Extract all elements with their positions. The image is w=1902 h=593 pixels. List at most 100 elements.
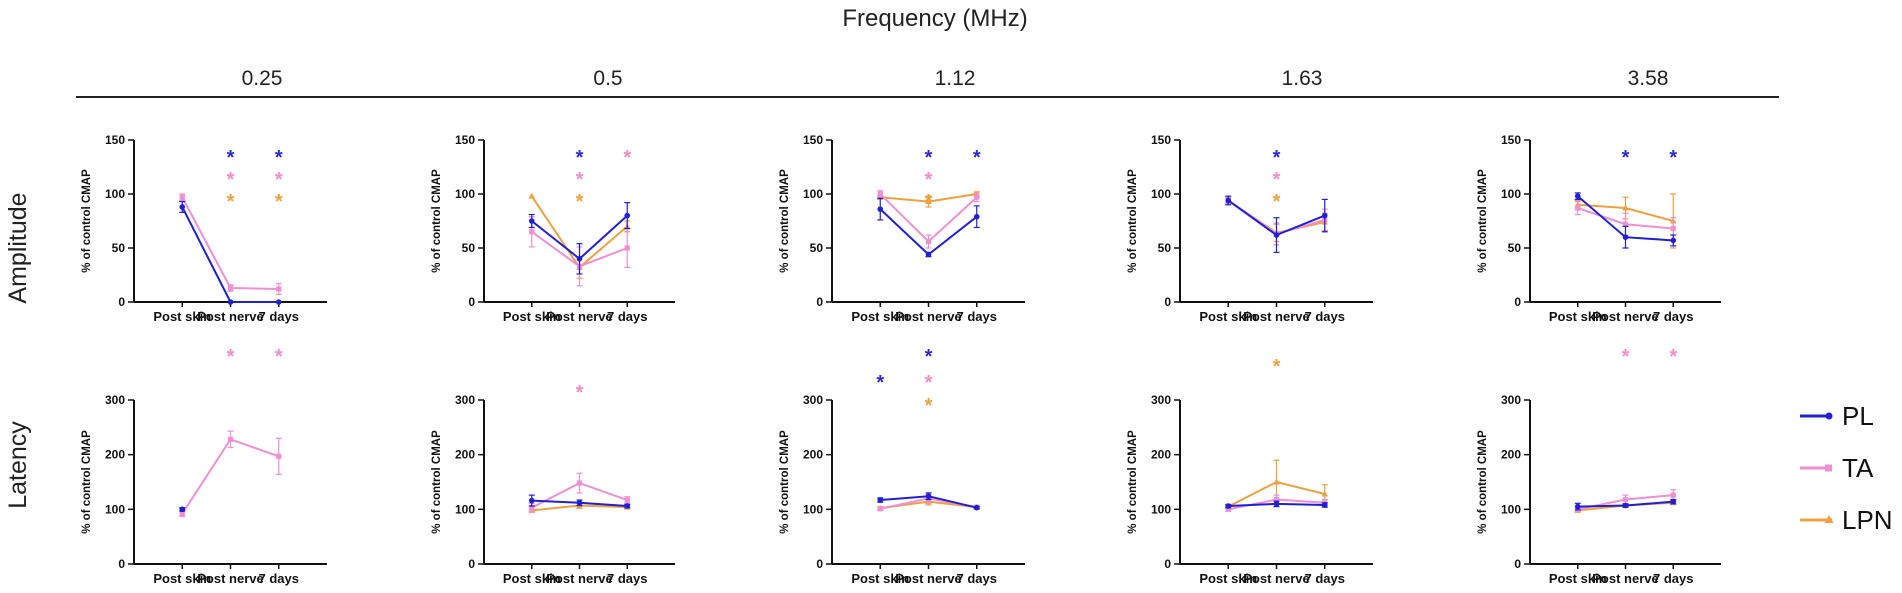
y-tick-label: 150 [803,133,823,147]
y-tick-label: 100 [455,187,475,201]
data-point-pl [1273,501,1280,507]
x-tick-label: 7 days [1305,571,1345,586]
x-tick-label: Post skin [153,309,211,324]
frequency-label: 1.63 [1282,67,1323,90]
y-tick-label: 100 [1501,187,1521,201]
data-point-pl [528,497,535,504]
y-tick-label: 200 [1151,448,1171,462]
data-point-pl [1622,502,1629,509]
x-tick-label: 7 days [1653,309,1693,324]
y-tick-label: 100 [105,187,125,201]
significance-star-lpn: * [576,191,584,213]
y-tick-label: 50 [1158,241,1172,255]
y-tick-label: 0 [816,557,823,571]
figure-title: Frequency (MHz) [842,5,1027,32]
y-axis-label: % of control CMAP [779,169,791,273]
x-tick-label: 7 days [259,571,299,586]
frequency-label: 1.12 [935,67,976,90]
data-point-pl [528,218,535,224]
data-point-pl [1321,502,1328,508]
y-tick-label: 100 [105,502,125,516]
data-point-pl [275,299,282,305]
data-point-ta [276,286,282,292]
y-tick-label: 0 [468,295,475,309]
x-tick-label: Post skin [851,571,909,586]
y-axis-label: % of control CMAP [779,430,791,534]
significance-star-ta: * [1622,346,1630,368]
data-point-pl [1273,232,1280,238]
x-tick-label: Post nerve [197,571,263,586]
y-tick-label: 200 [455,448,475,462]
significance-star-pl: * [576,147,584,169]
data-point-pl [925,251,932,258]
y-tick-label: 100 [455,502,475,516]
legend-item-pl: PL [1800,401,1874,431]
data-point-ta [1575,205,1581,211]
legend-item-ta: TA [1800,453,1874,483]
legend-label-lpn: LPN [1842,505,1893,535]
x-tick-label: Post nerve [895,571,961,586]
significance-star-pl: * [973,147,981,169]
y-axis-label: % of control CMAP [81,430,93,534]
significance-star-pl: * [1622,147,1630,169]
data-point-ta [974,194,980,200]
x-tick-label: Post skin [503,309,561,324]
data-point-pl [1670,498,1677,505]
x-tick-label: 7 days [957,309,997,324]
data-point-lpn [1273,478,1280,485]
significance-star-ta: * [227,346,235,368]
significance-star-pl: * [925,346,933,368]
y-tick-label: 150 [1151,133,1171,147]
y-tick-label: 150 [455,133,475,147]
data-point-lpn [1321,490,1328,497]
data-point-lpn [528,192,535,199]
y-axis-label: % of control CMAP [1477,169,1489,273]
chart-panel: 0 50 100 150 % of control CMAP Post skinPost … [81,133,327,324]
y-tick-label: 0 [1164,557,1171,571]
x-tick-label: Post nerve [546,309,612,324]
data-point-ta [179,194,185,200]
y-tick-label: 200 [1501,448,1521,462]
chart-panel: 0 100 200 300 % of control CMAP Post skinPost… [431,382,675,586]
x-tick-label: Post nerve [197,309,263,324]
y-tick-label: 0 [118,295,125,309]
significance-star-ta: * [1669,346,1677,368]
x-tick-label: 7 days [607,309,647,324]
y-tick-label: 300 [803,393,823,407]
y-axis-label: % of control CMAP [1477,430,1489,534]
data-point-pl [1321,212,1328,219]
x-tick-label: Post nerve [1243,309,1309,324]
chart-panel: 0 50 100 150 % of control CMAP Post skinPost … [1477,133,1721,324]
data-point-lpn [925,198,932,205]
x-tick-label: Post skin [1199,309,1257,324]
x-tick-label: 7 days [259,309,299,324]
x-tick-label: Post skin [503,571,561,586]
significance-star-lpn: * [925,191,933,213]
legend-label-ta: TA [1842,453,1874,483]
chart-panel: 0 50 100 150 % of control CMAP Post skinPost … [779,133,1025,324]
data-point-pl [624,503,631,509]
y-tick-label: 0 [1514,557,1521,571]
data-point-pl [1574,193,1581,199]
legend: PL TA LPN [1800,401,1893,535]
data-point-pl [973,504,980,511]
data-point-ta [1622,496,1629,503]
y-tick-label: 300 [105,393,125,407]
significance-star-ta: * [623,147,631,169]
legend-marker-pl [1825,412,1833,420]
data-point-ta [227,436,234,442]
data-point-ta [529,505,535,511]
series-line-ta [181,438,280,515]
y-tick-label: 300 [1501,393,1521,407]
x-tick-label: Post nerve [546,571,612,586]
x-tick-label: 7 days [957,571,997,586]
significance-star-ta: * [576,382,584,404]
y-tick-label: 300 [1151,393,1171,407]
data-point-pl [179,506,186,513]
chart-panel: 0 50 100 150 % of control CMAP Post skinPost … [1127,133,1373,324]
significance-star-ta: * [576,169,584,191]
data-point-ta [925,238,932,245]
y-tick-label: 50 [112,241,126,255]
data-point-ta [877,506,883,512]
x-tick-label: Post nerve [1592,309,1658,324]
